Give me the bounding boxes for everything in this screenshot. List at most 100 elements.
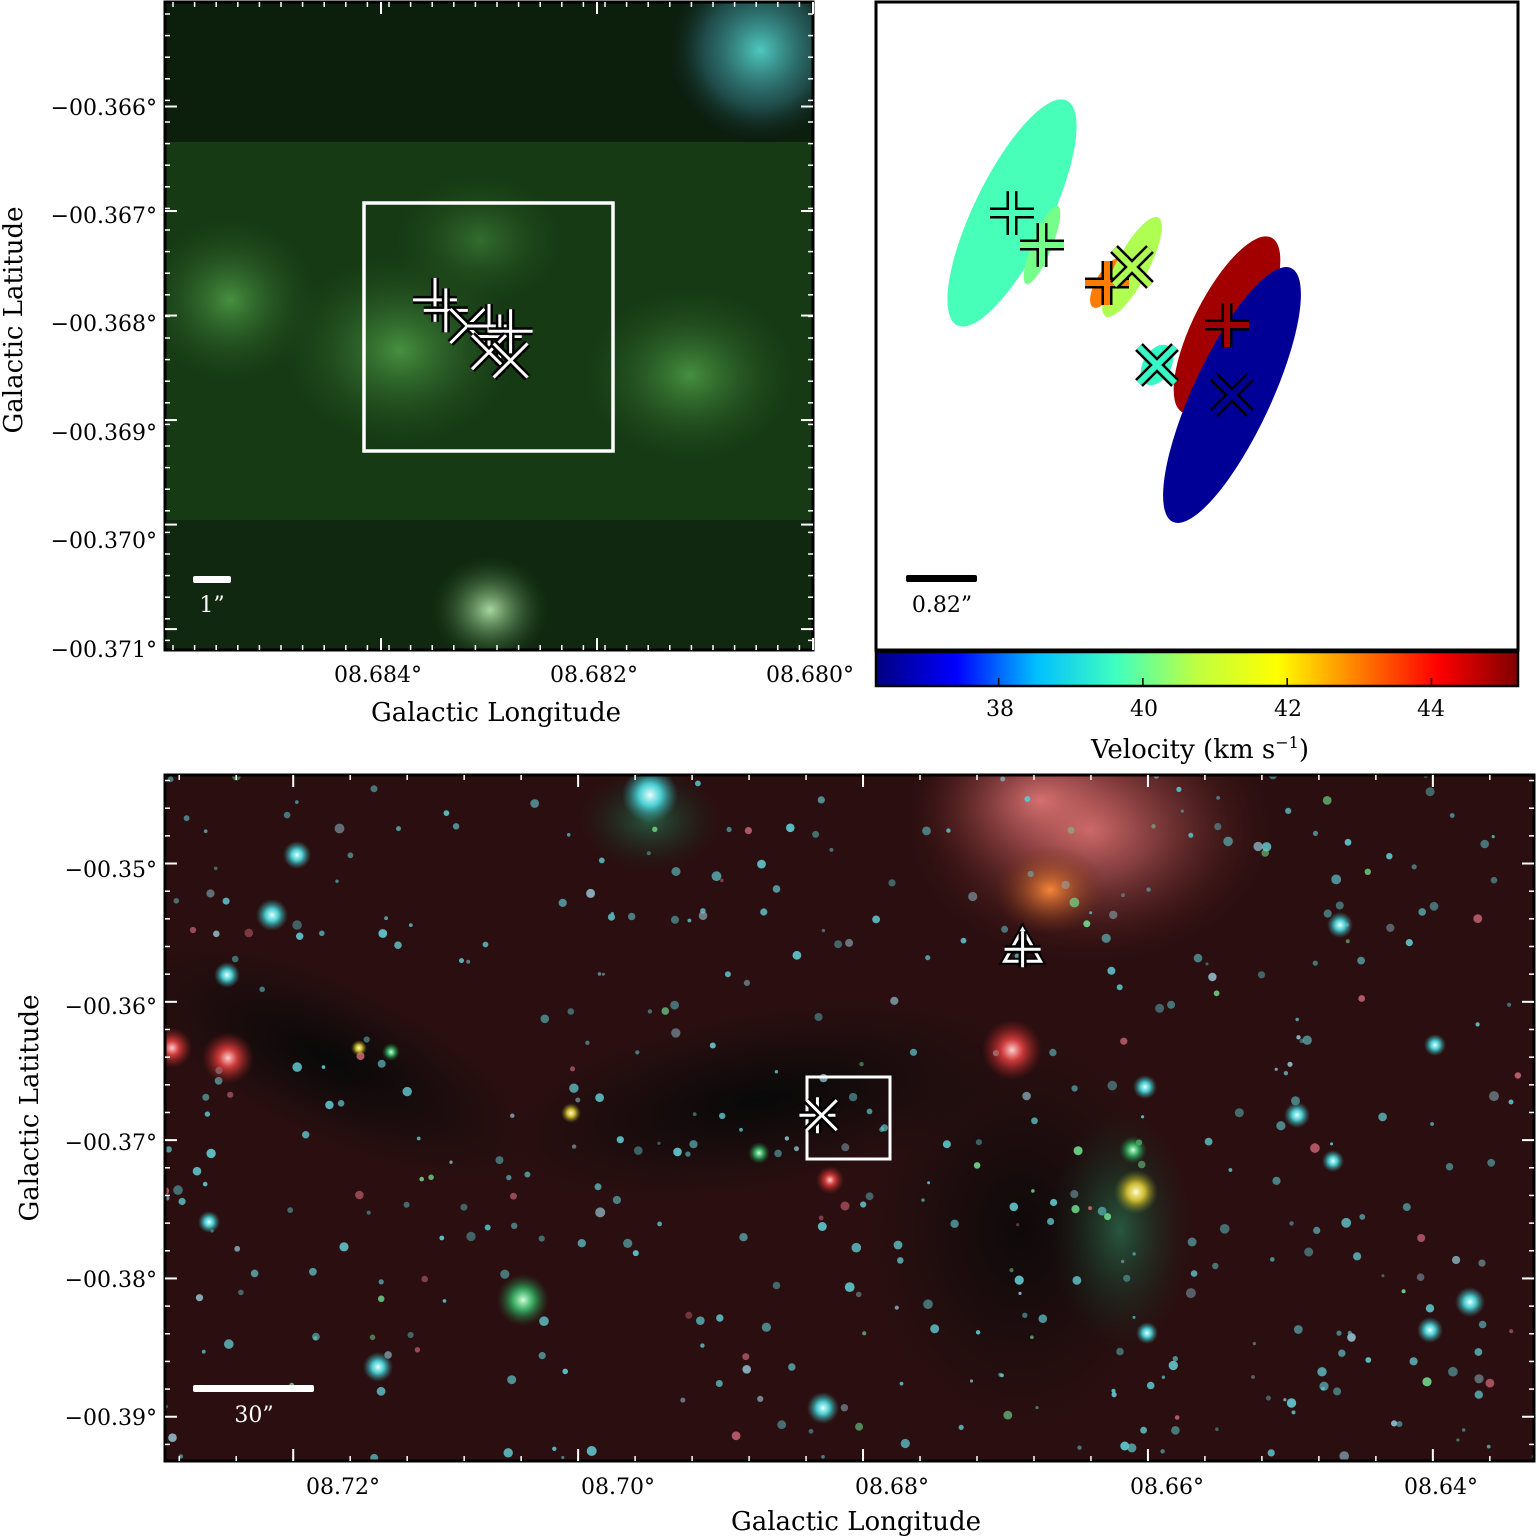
star bbox=[692, 1112, 697, 1117]
star bbox=[794, 1146, 799, 1152]
star bbox=[377, 1295, 385, 1303]
star bbox=[1174, 1415, 1180, 1420]
star bbox=[1161, 1375, 1166, 1379]
star bbox=[569, 1083, 579, 1093]
star bbox=[309, 1267, 317, 1276]
star bbox=[601, 972, 605, 976]
star bbox=[634, 1146, 643, 1155]
star bbox=[1347, 1330, 1353, 1336]
star bbox=[567, 1008, 575, 1015]
star bbox=[403, 1201, 410, 1208]
star bbox=[1155, 1003, 1165, 1013]
star bbox=[500, 1269, 510, 1279]
top-left-panel: 1” −00.366° −00.367° −00.368° −00.369° −… bbox=[0, 0, 854, 728]
star bbox=[482, 941, 489, 948]
star bbox=[1022, 1312, 1028, 1319]
star bbox=[195, 1294, 204, 1302]
star bbox=[814, 1013, 823, 1021]
star bbox=[1310, 1143, 1320, 1153]
star bbox=[1204, 1137, 1213, 1146]
star bbox=[817, 796, 825, 804]
star bbox=[1141, 1115, 1145, 1119]
star bbox=[1208, 972, 1217, 982]
colorbar-tick-label: 38 bbox=[986, 697, 1014, 722]
cyan-source bbox=[1133, 1075, 1157, 1099]
star bbox=[1172, 1356, 1179, 1362]
star bbox=[250, 1269, 259, 1278]
star bbox=[1014, 953, 1020, 959]
scalebar bbox=[193, 576, 231, 583]
star bbox=[726, 826, 732, 833]
star bbox=[862, 1331, 867, 1336]
star bbox=[946, 828, 951, 833]
scalebar-label: 1” bbox=[199, 593, 224, 618]
plus-marker bbox=[423, 288, 468, 333]
star bbox=[840, 1201, 850, 1211]
star bbox=[377, 1059, 386, 1068]
star bbox=[716, 1314, 724, 1322]
star bbox=[855, 1422, 864, 1431]
star bbox=[760, 908, 768, 916]
star bbox=[1000, 1373, 1004, 1378]
star bbox=[1022, 1091, 1031, 1101]
star bbox=[1121, 1259, 1125, 1264]
star bbox=[1120, 1441, 1130, 1451]
star bbox=[595, 1207, 606, 1218]
star bbox=[1416, 1273, 1425, 1281]
star bbox=[1185, 1288, 1196, 1299]
star bbox=[841, 1143, 850, 1152]
star bbox=[739, 1233, 748, 1242]
star bbox=[234, 1245, 241, 1252]
star bbox=[784, 1136, 790, 1141]
star bbox=[623, 1238, 633, 1248]
star bbox=[335, 879, 339, 883]
star bbox=[848, 1092, 858, 1102]
colorbar-tick-label: 40 bbox=[1130, 697, 1158, 722]
star bbox=[1180, 809, 1184, 813]
star bbox=[1313, 1226, 1321, 1234]
star bbox=[524, 1171, 531, 1178]
star bbox=[1514, 1072, 1522, 1079]
star bbox=[1031, 1189, 1035, 1193]
star bbox=[742, 1365, 751, 1374]
star bbox=[562, 1368, 568, 1375]
y-tick-label: −00.367° bbox=[51, 204, 157, 229]
star bbox=[1312, 830, 1319, 837]
star bbox=[1302, 1035, 1312, 1045]
star bbox=[1067, 826, 1075, 834]
light-source bbox=[430, 555, 550, 650]
red-source bbox=[202, 1032, 254, 1084]
star bbox=[1016, 1223, 1020, 1227]
star bbox=[428, 1174, 434, 1181]
yellow-source bbox=[1114, 1170, 1158, 1214]
x-axis-label: Galactic Longitude bbox=[731, 1507, 981, 1537]
star bbox=[607, 913, 616, 921]
star bbox=[1339, 1451, 1349, 1461]
star bbox=[687, 918, 692, 923]
star bbox=[1072, 1276, 1082, 1285]
cross-marker bbox=[1111, 246, 1153, 288]
star bbox=[829, 847, 834, 852]
star bbox=[1478, 1320, 1487, 1329]
star bbox=[1111, 1392, 1117, 1398]
star bbox=[973, 1162, 981, 1169]
star bbox=[173, 898, 180, 904]
star bbox=[1123, 1274, 1131, 1282]
star bbox=[788, 1363, 796, 1371]
star bbox=[1146, 887, 1151, 892]
star bbox=[1336, 1330, 1342, 1336]
star bbox=[319, 930, 325, 937]
star bbox=[673, 1147, 682, 1157]
x-tick-label: 08.70° bbox=[581, 1475, 655, 1500]
star bbox=[1478, 1259, 1486, 1267]
star bbox=[552, 1446, 557, 1452]
star bbox=[739, 1127, 743, 1132]
cyan-source bbox=[256, 899, 288, 931]
star bbox=[1291, 1410, 1296, 1415]
star bbox=[173, 1185, 183, 1195]
star bbox=[244, 928, 254, 938]
star bbox=[1253, 841, 1263, 852]
star bbox=[439, 1235, 445, 1241]
cyan-source bbox=[198, 1211, 220, 1233]
star bbox=[1009, 1202, 1019, 1212]
